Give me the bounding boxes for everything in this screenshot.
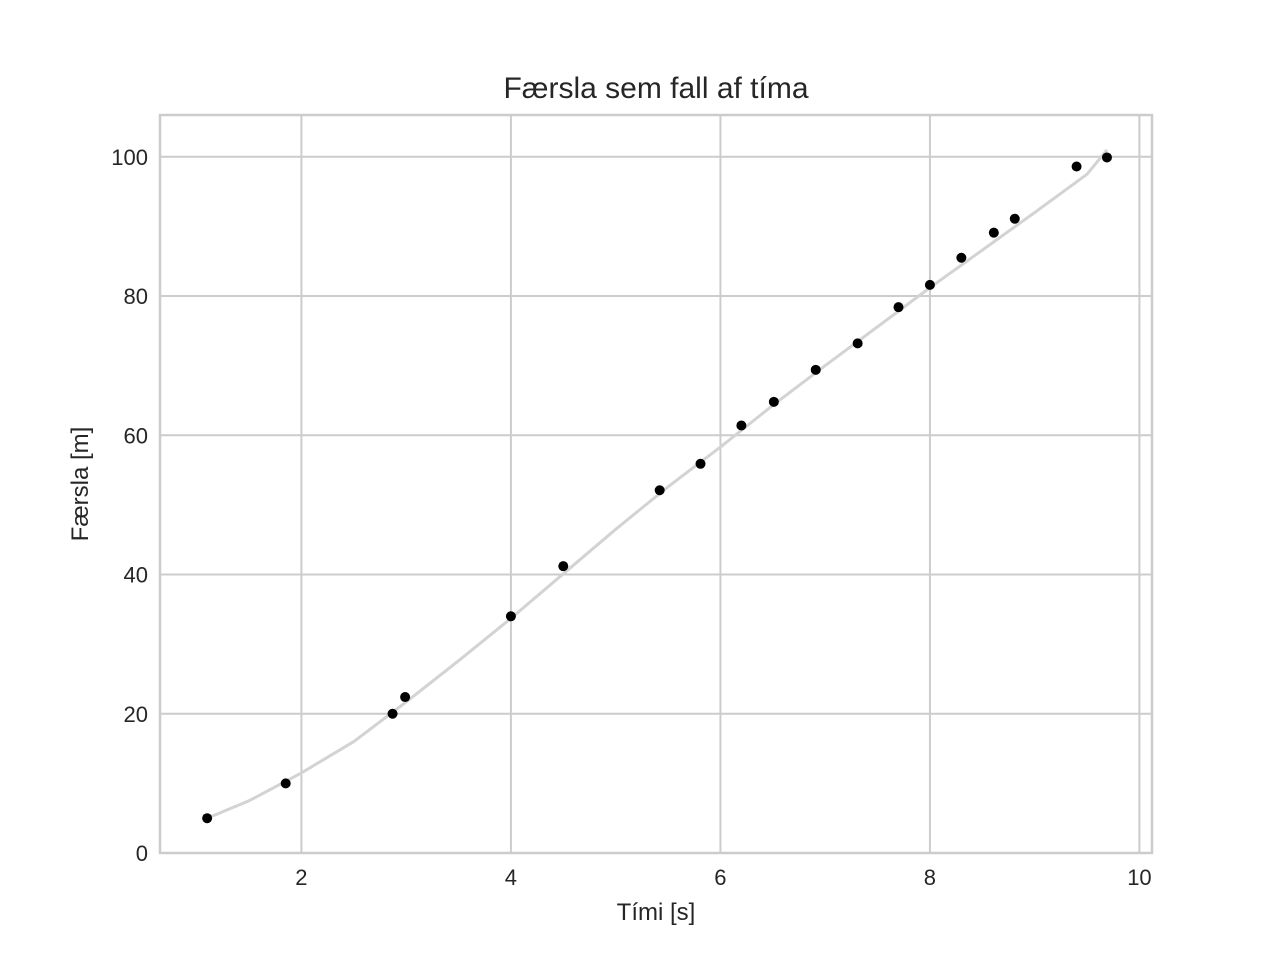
data-point [505, 611, 516, 622]
data-point [956, 252, 967, 263]
data-point [1009, 213, 1020, 224]
data-point [1071, 161, 1082, 172]
x-axis-title: Tími [s] [617, 899, 696, 926]
data-point [893, 302, 904, 313]
y-tick-label: 40 [124, 563, 148, 588]
data-point [852, 338, 863, 349]
data-point [280, 778, 291, 789]
data-point [768, 396, 779, 407]
y-axis-title: Færsla [m] [67, 427, 94, 542]
fit-curve [206, 148, 1109, 820]
fit-curve-layer [206, 148, 1109, 820]
data-point [736, 420, 747, 431]
data-point [387, 708, 398, 719]
grid [160, 115, 1152, 854]
x-tick-label: 8 [924, 865, 936, 890]
x-tick-label: 10 [1127, 865, 1151, 890]
data-point [558, 561, 569, 572]
data-point [988, 227, 999, 238]
y-tick-label: 80 [124, 284, 148, 309]
x-tick-label: 4 [505, 865, 517, 890]
data-point [695, 458, 706, 469]
y-tick-labels: 0 20 40 60 80 100 [111, 145, 148, 866]
data-point [654, 485, 665, 496]
data-point [810, 364, 821, 375]
data-point [924, 279, 935, 290]
data-point [202, 813, 213, 824]
plot-frame [158, 113, 1154, 855]
data-point [1101, 152, 1112, 163]
x-tick-labels: 2 4 6 8 10 [295, 865, 1151, 890]
y-tick-label: 60 [124, 423, 148, 448]
data-points [202, 152, 1112, 824]
y-tick-label: 100 [111, 145, 148, 170]
chart-title: Færsla sem fall af tíma [503, 72, 808, 105]
data-point [400, 692, 411, 703]
x-tick-label: 6 [714, 865, 726, 890]
y-tick-label: 0 [136, 841, 148, 866]
y-tick-label: 20 [124, 702, 148, 727]
x-tick-label: 2 [295, 865, 307, 890]
